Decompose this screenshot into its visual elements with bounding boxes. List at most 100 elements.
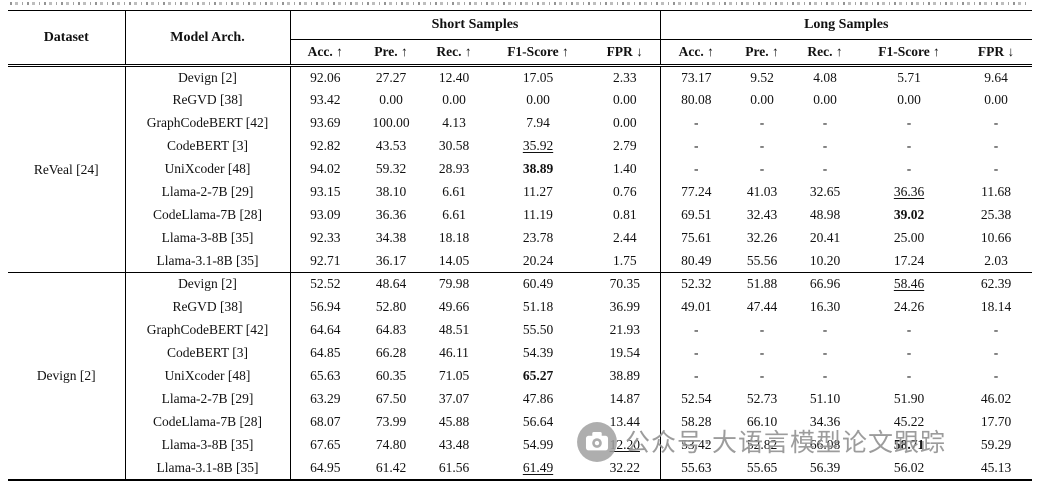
metric-cell: - [993,161,999,176]
metric-cell: 17.05 [522,69,554,85]
table-row: CodeLlama-7B [28] 68.07 73.99 45.88 56.64 13.… [8,410,1032,434]
metric-cell: - [822,322,828,337]
model-cell: Devign [2] [125,65,291,89]
metric-cell: 10.66 [980,230,1012,245]
table-row: Llama-3-8B [35] 67.65 74.80 43.48 54.99 12.20… [8,433,1032,457]
metric-cell: 92.06 [310,69,341,85]
metric-cell: 59.32 [375,161,407,176]
model-cell: UniXcoder [48] [125,364,291,388]
model-cell: UniXcoder [48] [125,157,291,181]
metric-cell: 67.65 [310,437,341,452]
metric-cell: 41.03 [746,184,778,199]
metric-cell: 61.56 [438,459,470,475]
metric-cell: 45.88 [438,414,470,429]
table-row: ReGVD [38] 93.42 0.00 0.00 0.00 0.00 80.08 0.00… [8,88,1032,112]
metric-cell: 43.53 [375,138,407,153]
model-cell: Llama-3-8B [35] [125,433,291,457]
metric-cell: 0.00 [526,92,550,107]
metric-cell: 64.85 [310,345,341,360]
metric-cell: 0.00 [590,111,661,135]
col-header-long-4: FPR ↓ [977,44,1015,59]
metric-cell: - [759,368,765,383]
metric-cell: 51.10 [809,391,841,406]
metric-cell: - [694,322,699,337]
metric-cell: 93.15 [310,184,341,199]
metric-cell: - [822,161,828,176]
table-row: UniXcoder [48] 65.63 60.35 71.05 65.27 38.89 -… [8,364,1032,388]
metric-cell: 69.51 [681,207,712,222]
metric-cell: 92.71 [310,252,341,268]
col-group-long-samples: Long Samples [660,10,1033,40]
metric-cell: 61.49 [522,459,554,475]
table-row: Llama-2-7B [29] 63.29 67.50 37.07 47.86 14.87… [8,387,1032,411]
metric-cell: 80.49 [681,252,712,268]
metric-cell: 17.70 [980,414,1012,429]
metric-cell: 38.89 [522,161,554,176]
metric-cell: - [822,368,828,383]
metric-cell: - [906,138,912,153]
metric-cell: 67.50 [375,391,407,406]
metric-cell: 0.00 [590,88,661,112]
metric-cell: 52.52 [310,276,341,292]
metric-cell: 4.08 [813,69,837,85]
col-header-long-1: Pre. ↑ [745,44,779,59]
metric-cell: 56.64 [522,414,554,429]
model-cell: GraphCodeBERT [42] [125,318,291,342]
metric-cell: 36.36 [893,184,925,199]
metric-cell: 7.94 [526,115,550,130]
metric-cell: 11.27 [523,184,553,199]
metric-cell: 28.93 [438,161,470,176]
table-header: Dataset Model Arch. Short Samples Long S… [8,10,1033,66]
metric-cell: 14.05 [438,252,470,268]
metric-cell: 71.05 [438,368,470,383]
model-cell: Llama-2-7B [29] [125,180,291,204]
model-cell: ReGVD [38] [125,295,291,319]
metric-cell: - [993,368,999,383]
metric-cell: 73.17 [681,69,712,85]
metric-cell: 0.00 [813,92,837,107]
metric-cell: 2.33 [590,65,661,89]
metric-cell: 65.63 [310,368,341,383]
metric-cell: 32.22 [590,456,661,480]
metric-cell: 47.44 [746,299,778,314]
metric-cell: 36.99 [590,295,661,319]
model-cell: ReGVD [38] [125,88,291,112]
metric-cell: 66.96 [809,276,841,292]
metric-cell: 25.00 [893,230,925,245]
metric-cell: - [694,345,699,360]
metric-cell: - [759,322,765,337]
metric-cell: - [993,115,999,130]
metric-cell: 58.71 [893,437,925,452]
metric-cell: 64.83 [375,322,407,337]
metric-cell: 24.26 [893,299,925,314]
metric-cell: 66.10 [746,414,778,429]
metric-cell: - [906,115,912,130]
metric-cell: 48.64 [375,276,407,292]
clipped-caption [10,2,1026,5]
metric-cell: 49.01 [681,299,712,314]
metric-cell: - [993,322,999,337]
model-cell: Llama-3-8B [35] [125,226,291,250]
metric-cell: 64.64 [310,322,341,337]
metric-cell: 51.88 [746,276,778,292]
metric-cell: 23.78 [522,230,554,245]
metric-cell: 66.08 [809,437,841,452]
table-row: GraphCodeBERT [42] 64.64 64.83 48.51 55.50 21… [8,318,1032,342]
metric-cell: 32.26 [746,230,778,245]
metric-cell: 51.18 [522,299,554,314]
metric-cell: 63.29 [310,391,341,406]
table-row: CodeBERT [3] 92.82 43.53 30.58 35.92 2.79 - - - -… [8,134,1032,158]
metric-cell: 52.82 [746,437,778,452]
metric-cell: 9.52 [750,69,774,85]
table-row: UniXcoder [48] 94.02 59.32 28.93 38.89 1.40 - -… [8,157,1032,181]
metric-cell: - [759,115,765,130]
metric-cell: 92.33 [310,230,341,245]
metric-cell: 11.19 [523,207,553,222]
metric-cell: 11.68 [981,184,1011,199]
col-header-short-3: F1-Score ↑ [507,44,569,59]
metric-cell: 0.81 [590,203,661,227]
table-row: GraphCodeBERT [42] 93.69 100.00 4.13 7.94 0.0… [8,111,1032,135]
model-cell: Llama-3.1-8B [35] [125,249,291,273]
table-row: ReGVD [38] 56.94 52.80 49.66 51.18 36.99 49.01… [8,295,1032,319]
